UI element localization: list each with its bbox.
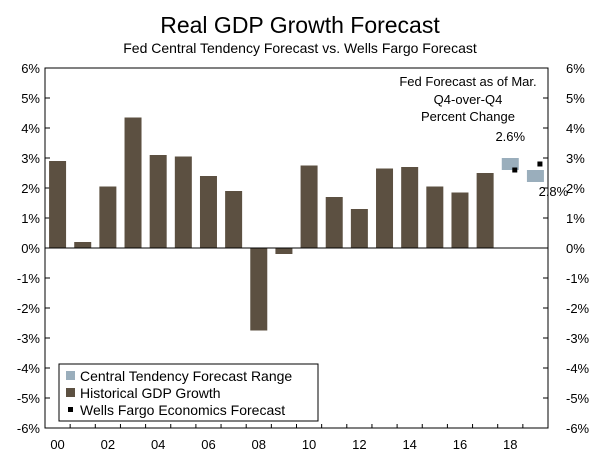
right-tick-label: 3% bbox=[566, 151, 585, 166]
data-label-2018: 2.6% bbox=[495, 129, 525, 144]
wf-point-2018 bbox=[512, 167, 518, 173]
range-2019 bbox=[526, 170, 544, 182]
left-tick-label: -1% bbox=[17, 271, 41, 286]
legend-label-historical: Historical GDP Growth bbox=[80, 385, 221, 401]
left-tick-label: 0% bbox=[21, 241, 40, 256]
bar-2015 bbox=[426, 186, 444, 248]
bar-2017 bbox=[476, 173, 494, 248]
wf-point-2019 bbox=[537, 161, 543, 167]
chart-title: Real GDP Growth Forecast bbox=[160, 12, 440, 38]
bar-2000 bbox=[49, 161, 67, 248]
annotation-line-1: Fed Forecast as of Mar. bbox=[399, 74, 536, 89]
range-2018 bbox=[501, 158, 519, 170]
historical-bars bbox=[49, 117, 494, 331]
x-tick-label: 04 bbox=[151, 437, 165, 452]
left-tick-label: 3% bbox=[21, 151, 40, 166]
wells-fargo-points bbox=[512, 161, 543, 173]
legend-swatch-wf bbox=[68, 407, 73, 412]
legend-swatch-range bbox=[66, 371, 75, 380]
left-tick-label: 4% bbox=[21, 121, 40, 136]
chart-subtitle: Fed Central Tendency Forecast vs. Wells … bbox=[123, 40, 477, 56]
x-tick-label: 10 bbox=[302, 437, 316, 452]
bar-2009 bbox=[275, 248, 293, 254]
right-tick-label: -5% bbox=[566, 391, 590, 406]
right-tick-label: 4% bbox=[566, 121, 585, 136]
bar-2010 bbox=[300, 165, 318, 248]
x-axis: 00 02 04 06 08 10 12 14 16 18 bbox=[44, 424, 549, 452]
x-tick-label: 02 bbox=[101, 437, 115, 452]
x-tick-label: 18 bbox=[503, 437, 517, 452]
bar-2007 bbox=[225, 191, 243, 248]
x-tick-label: 06 bbox=[201, 437, 215, 452]
legend-box bbox=[58, 363, 319, 422]
right-tick-label: 6% bbox=[566, 61, 585, 76]
left-tick-label: 2% bbox=[21, 181, 40, 196]
annotation-line-2: Q4-over-Q4 bbox=[434, 92, 503, 107]
bar-2004 bbox=[149, 155, 167, 248]
legend-label-range: Central Tendency Forecast Range bbox=[80, 368, 292, 384]
legend-swatch-historical bbox=[66, 388, 75, 397]
right-tick-label: -2% bbox=[566, 301, 590, 316]
bar-2016 bbox=[451, 192, 469, 248]
left-tick-label: 1% bbox=[21, 211, 40, 226]
bar-2014 bbox=[401, 167, 419, 248]
left-tick-label: -2% bbox=[17, 301, 41, 316]
annotation-line-3: Percent Change bbox=[421, 109, 515, 124]
forecast-ranges bbox=[501, 158, 544, 182]
left-tick-label: 5% bbox=[21, 91, 40, 106]
right-tick-label: -1% bbox=[566, 271, 590, 286]
right-tick-label: -6% bbox=[566, 421, 590, 436]
bar-2003 bbox=[124, 117, 142, 248]
left-tick-label: -3% bbox=[17, 331, 41, 346]
right-tick-label: 2% bbox=[566, 181, 585, 196]
right-tick-label: 1% bbox=[566, 211, 585, 226]
left-tick-label: -6% bbox=[17, 421, 41, 436]
left-tick-label: -5% bbox=[17, 391, 41, 406]
x-tick-label: 14 bbox=[402, 437, 416, 452]
plot-frame bbox=[44, 67, 549, 429]
bar-2013 bbox=[376, 168, 394, 248]
bar-2002 bbox=[99, 186, 117, 248]
right-tick-label: 0% bbox=[566, 241, 585, 256]
right-tick-label: -4% bbox=[566, 361, 590, 376]
bar-2005 bbox=[174, 156, 192, 248]
left-tick-label: -4% bbox=[17, 361, 41, 376]
bar-2006 bbox=[199, 176, 217, 248]
right-y-axis: 6% 5% 4% 3% 2% 1% 0% -1% -2% -3% -4% -5% -6% bbox=[543, 61, 590, 436]
legend-label-wf: Wells Fargo Economics Forecast bbox=[80, 402, 285, 418]
legend: Central Tendency Forecast Range Historic… bbox=[58, 363, 319, 422]
x-tick-label: 12 bbox=[352, 437, 366, 452]
left-tick-label: 6% bbox=[21, 61, 40, 76]
x-tick-label: 00 bbox=[50, 437, 64, 452]
left-y-axis: 6% 5% 4% 3% 2% 1% 0% -1% -2% -3% -4% -5% -6% bbox=[17, 61, 50, 436]
data-labels: 2.6% 2.8% bbox=[495, 129, 568, 199]
bar-2001 bbox=[74, 242, 92, 248]
x-tick-label: 08 bbox=[252, 437, 266, 452]
right-tick-label: 5% bbox=[566, 91, 585, 106]
bar-2011 bbox=[325, 197, 343, 248]
bar-2008 bbox=[250, 248, 268, 331]
right-tick-label: -3% bbox=[566, 331, 590, 346]
bar-2012 bbox=[350, 209, 368, 248]
x-tick-label: 16 bbox=[453, 437, 467, 452]
data-label-2019: 2.8% bbox=[539, 184, 569, 199]
fed-annotation: Fed Forecast as of Mar. Q4-over-Q4 Perce… bbox=[399, 74, 536, 124]
